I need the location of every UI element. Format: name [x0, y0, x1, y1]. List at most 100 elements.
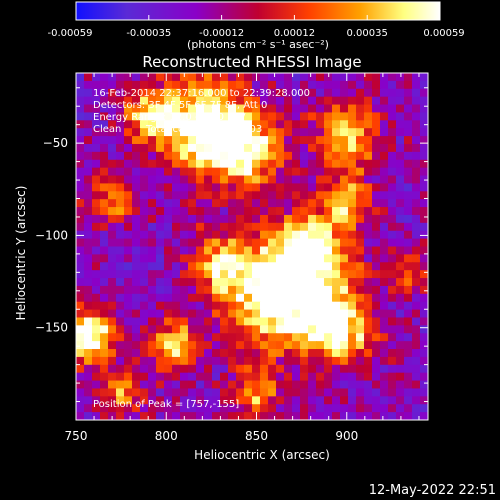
heatmap-cell [380, 404, 389, 413]
x-tick-label: 850 [245, 429, 268, 443]
heatmap-cell [404, 309, 413, 319]
heatmap-cell [212, 128, 221, 137]
heatmap-cell [276, 151, 285, 161]
heatmap-cell [308, 175, 317, 185]
heatmap-cell [116, 341, 125, 350]
heatmap-cell [364, 404, 373, 413]
heatmap-cell [164, 175, 173, 185]
heatmap-cell [332, 80, 341, 90]
heatmap-cell [340, 238, 349, 248]
heatmap-cell [396, 285, 405, 295]
heatmap-cell [172, 333, 181, 342]
heatmap-cell [252, 230, 261, 240]
heatmap-cell [356, 270, 365, 279]
heatmap-cell [348, 388, 357, 397]
heatmap-cell [140, 356, 149, 366]
heatmap-cell [124, 136, 133, 145]
heatmap-cell [292, 341, 301, 350]
heatmap-cell [172, 151, 181, 161]
heatmap-cell [252, 388, 261, 397]
heatmap-cell [172, 349, 181, 358]
heatmap-cell [372, 238, 381, 248]
heatmap-cell [404, 349, 413, 358]
heatmap-cell [396, 136, 405, 145]
heatmap-cell [100, 380, 109, 390]
heatmap-cell [204, 183, 213, 192]
heatmap-cell [148, 96, 157, 106]
heatmap-cell [380, 333, 389, 342]
heatmap-cell [284, 254, 293, 263]
heatmap-cell [292, 278, 301, 287]
heatmap-cell [124, 309, 133, 319]
heatmap-cell [164, 183, 173, 192]
heatmap-cell [132, 364, 141, 374]
heatmap-cell [148, 230, 157, 240]
heatmap-cell [188, 301, 197, 311]
heatmap-cell [140, 246, 149, 255]
heatmap-cell [220, 349, 229, 358]
heatmap-cell [212, 285, 221, 295]
heatmap-cell [300, 167, 309, 177]
colorbar-tick-label: -0.00059 [48, 28, 93, 39]
heatmap-cell [292, 349, 301, 358]
heatmap-cell [308, 183, 317, 192]
heatmap-cell [404, 136, 413, 145]
heatmap-cell [140, 301, 149, 311]
heatmap-cell [332, 372, 341, 382]
heatmap-cell [124, 230, 133, 240]
heatmap-cell [116, 364, 125, 374]
heatmap-cell [212, 372, 221, 382]
heatmap-cell [188, 199, 197, 208]
heatmap-cell [356, 80, 365, 90]
heatmap-cell [300, 262, 309, 271]
heatmap-cell [420, 151, 428, 161]
heatmap-cell [404, 285, 413, 295]
heatmap-cell [284, 120, 293, 129]
heatmap-cell [420, 191, 428, 200]
heatmap-cell [252, 262, 261, 271]
heatmap-cell [276, 356, 285, 366]
heatmap-cell [92, 254, 101, 263]
heatmap-cell [204, 88, 213, 98]
heatmap-cell [324, 80, 333, 90]
heatmap-cell [276, 207, 285, 216]
heatmap-cell [260, 214, 269, 224]
heatmap-cell [340, 301, 349, 311]
heatmap-cell [228, 293, 237, 303]
heatmap-cell [252, 88, 261, 98]
heatmap-cell [204, 159, 213, 169]
heatmap-cell [324, 199, 333, 208]
heatmap-cell [284, 151, 293, 161]
heatmap-cell [140, 80, 149, 90]
heatmap-cell [340, 136, 349, 145]
heatmap-cell [340, 356, 349, 366]
heatmap-cell [148, 104, 157, 114]
heatmap-cell [348, 356, 357, 366]
heatmap-cell [244, 309, 253, 319]
heatmap-cell [92, 96, 101, 106]
heatmap-cell [404, 404, 413, 413]
heatmap-cell [308, 128, 317, 137]
heatmap-cell [140, 254, 149, 263]
heatmap-cell [84, 325, 93, 334]
heatmap-cell [228, 214, 237, 224]
heatmap-cell [380, 262, 389, 271]
heatmap-cell [124, 333, 133, 342]
heatmap-cell [228, 309, 237, 319]
heatmap-cell [132, 278, 141, 287]
heatmap-cell [420, 104, 428, 114]
heatmap-cell [92, 317, 101, 326]
heatmap-cell [228, 262, 237, 271]
heatmap-cell [172, 246, 181, 255]
heatmap-cell [348, 230, 357, 240]
heatmap-cell [196, 317, 205, 326]
heatmap-cell [276, 341, 285, 350]
heatmap-cell [164, 238, 173, 248]
heatmap-cell [252, 199, 261, 208]
heatmap-cell [316, 325, 325, 334]
heatmap-cell [276, 278, 285, 287]
heatmap-cell [316, 214, 325, 224]
heatmap-cell [108, 104, 117, 114]
heatmap-cell [420, 278, 428, 287]
heatmap-cell [92, 183, 101, 192]
